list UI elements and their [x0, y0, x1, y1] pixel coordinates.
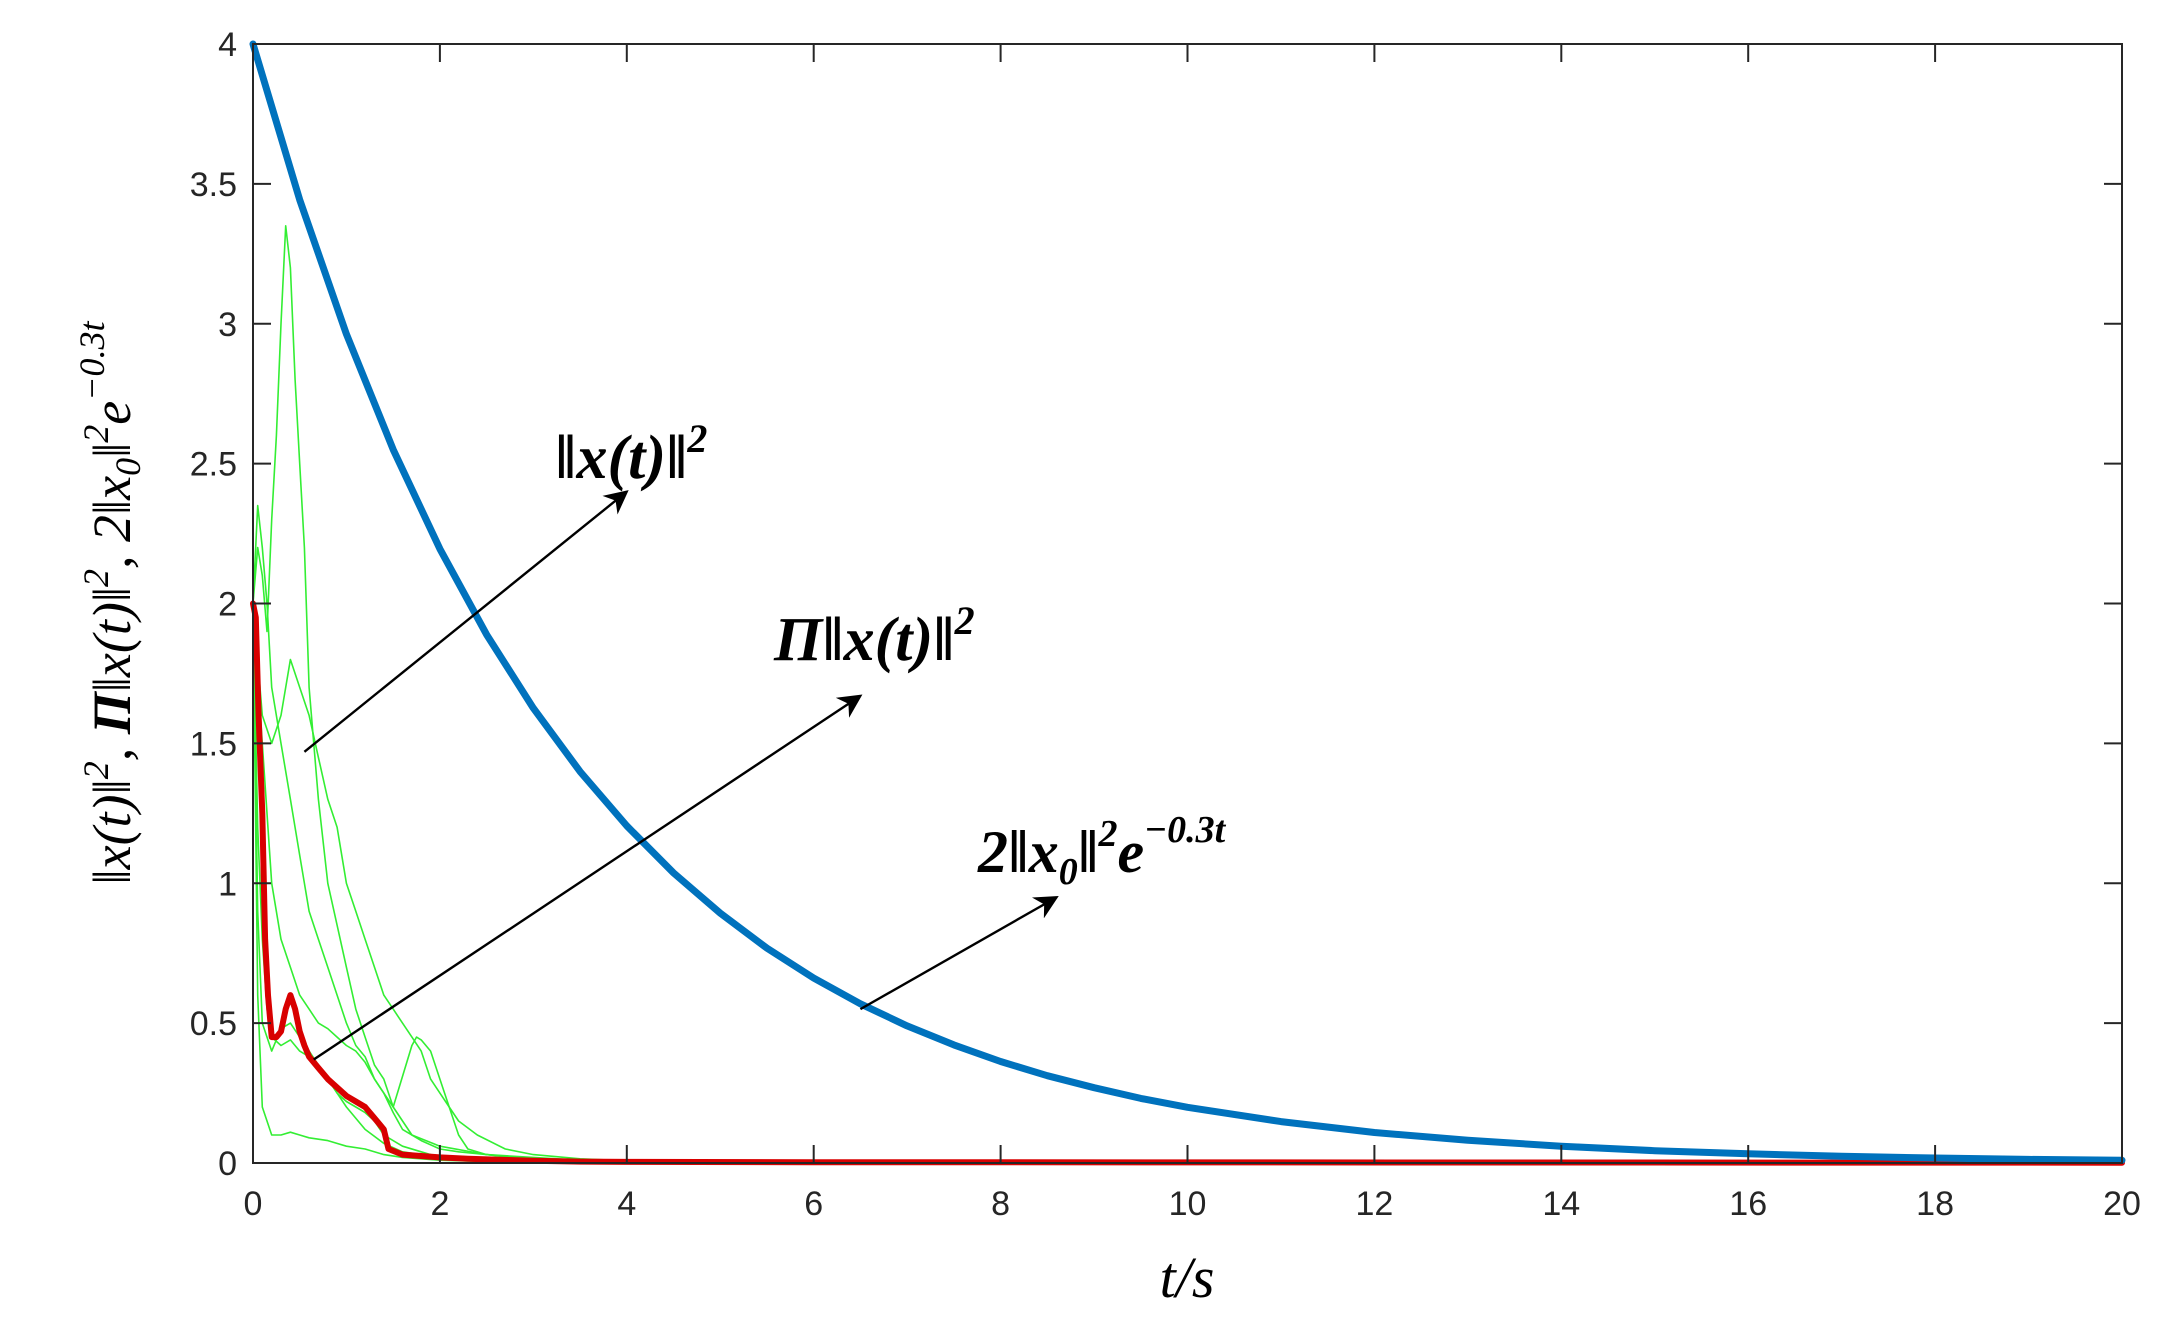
- annotation-layer: [303, 490, 1059, 1061]
- series-line-3: [252, 504, 628, 1163]
- series-line-4: [252, 602, 628, 1162]
- series-line-0: [249, 40, 2126, 1164]
- annotation-arrow-2: [859, 896, 1059, 1011]
- x-axis-label: t/s: [1160, 1245, 1215, 1310]
- series-line-7: [252, 602, 535, 1164]
- annotation-label-pi-norm-x: Π‖x(t)‖2: [773, 598, 975, 674]
- x-tick-label-0: 0: [244, 1185, 263, 1223]
- y-tick-label-4: 2: [218, 586, 237, 624]
- y-tick-label-3: 1.5: [190, 725, 237, 763]
- series-line-8: [252, 602, 488, 1162]
- annotation-label-bound: 2‖x0‖2e−0.3t: [977, 809, 1227, 893]
- annotation-arrow-0: [303, 490, 629, 753]
- y-axis-label: ‖x(t)‖2, Π‖x(t)‖2, 2‖x0‖2e−0.3t: [72, 320, 148, 884]
- x-tick-label-6: 12: [1355, 1185, 1393, 1223]
- x-tick-label-4: 8: [991, 1185, 1010, 1223]
- ticks-layer: 0 2 4 6 8 10 12 14 16 18 20 0 0.5 1 1.5 2 2.5 3 3.5 4: [190, 26, 2141, 1223]
- y-tick-label-0: 0: [218, 1145, 237, 1183]
- annotation-label-norm-x: ‖x(t)‖2: [555, 416, 707, 492]
- series-line-1: [250, 600, 2125, 1166]
- series-line-5: [252, 602, 581, 1163]
- x-tick-label-7: 14: [1542, 1185, 1580, 1223]
- plot-frame: [252, 43, 2123, 1164]
- series-layer: [249, 40, 2126, 1166]
- x-tick-label-1: 2: [430, 1185, 449, 1223]
- annotation-arrow-1: [313, 694, 863, 1061]
- x-tick-label-3: 6: [804, 1185, 823, 1223]
- y-tick-label-1: 0.5: [190, 1005, 237, 1043]
- series-line-6: [252, 602, 535, 1163]
- x-tick-label-10: 20: [2103, 1185, 2141, 1223]
- x-tick-label-2: 4: [617, 1185, 636, 1223]
- y-tick-label-8: 4: [218, 26, 237, 64]
- x-tick-label-9: 18: [1916, 1185, 1954, 1223]
- x-tick-label-5: 10: [1169, 1185, 1207, 1223]
- x-tick-label-8: 16: [1729, 1185, 1767, 1223]
- y-tick-label-5: 2.5: [190, 446, 237, 484]
- y-tick-label-6: 3: [218, 306, 237, 344]
- y-tick-label-7: 3.5: [190, 166, 237, 204]
- series-line-2: [252, 225, 722, 1164]
- y-tick-label-2: 1: [218, 865, 237, 903]
